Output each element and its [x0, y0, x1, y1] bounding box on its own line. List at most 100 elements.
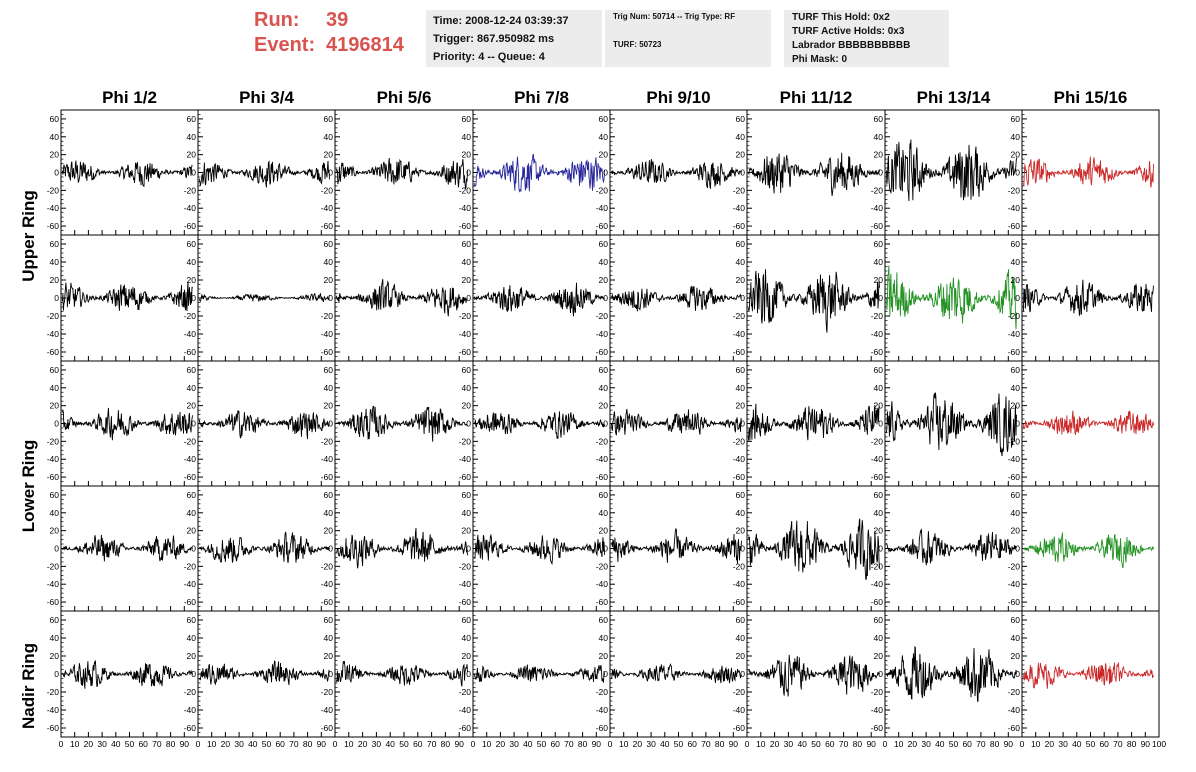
y-tick-label: 20: [599, 651, 609, 661]
x-tick-label: 50: [811, 739, 821, 749]
y-tick-label: -60: [871, 221, 884, 231]
y-tick-label: 40: [599, 508, 609, 518]
y-tick-label: 20: [462, 526, 472, 536]
y-tick-label: 60: [1011, 239, 1021, 249]
waveform-panel: 60 40 20 0 -20 -40 -60: [321, 360, 474, 487]
y-tick-label: -60: [1008, 221, 1021, 231]
x-tick-label: 40: [935, 739, 945, 749]
y-tick-label: 60: [462, 114, 472, 124]
run-label: Run:: [254, 9, 300, 31]
y-tick-label: -40: [871, 579, 884, 589]
y-tick-label: 60: [324, 114, 334, 124]
y-tick-label: 0: [191, 669, 196, 679]
x-tick-label: 0: [745, 739, 750, 749]
y-tick-label: 20: [736, 651, 746, 661]
y-tick-label: 40: [874, 132, 884, 142]
waveform-panel: 60 40 20 0 -20 -40 -60: [321, 109, 474, 236]
y-tick-label: -60: [184, 221, 197, 231]
x-tick-label: 10: [70, 739, 80, 749]
y-tick-label: 40: [50, 633, 60, 643]
y-tick-label: -40: [47, 579, 60, 589]
x-tick-label: 90: [180, 739, 190, 749]
waveform-panel: 60 40 20 0 -20 -40 -60: [733, 109, 886, 236]
waveform-trace: [473, 411, 605, 440]
waveform-trace: [885, 645, 1017, 702]
y-tick-label: -20: [596, 311, 609, 321]
waveform-panel: 60 40 20 0 -20 -40 -60: [596, 485, 748, 612]
y-tick-label: -40: [184, 579, 197, 589]
y-tick-label: 20: [1011, 526, 1021, 536]
y-tick-label: 60: [50, 114, 60, 124]
y-tick-label: 20: [736, 526, 746, 536]
y-tick-label: -40: [459, 454, 472, 464]
y-tick-label: -60: [47, 597, 60, 607]
y-tick-label: 60: [599, 490, 609, 500]
y-tick-label: 60: [874, 114, 884, 124]
waveform-trace: [473, 533, 605, 565]
y-tick-label: 20: [1011, 401, 1021, 411]
run-value: 39: [326, 9, 349, 31]
x-tick-label: 60: [687, 739, 697, 749]
waveform-panel: 60 40 20 0 -20 -40 -60: [47, 485, 199, 612]
x-tick-label: 60: [550, 739, 560, 749]
y-tick-label: -20: [871, 436, 884, 446]
waveform-trace: [198, 160, 330, 188]
y-tick-label: 60: [1011, 365, 1021, 375]
x-tick-label: 60: [1099, 739, 1109, 749]
y-tick-label: -60: [596, 347, 609, 357]
x-tick-label: 10: [756, 739, 766, 749]
x-tick-label: 60: [413, 739, 423, 749]
y-tick-label: -40: [596, 705, 609, 715]
x-tick-label: 90: [1141, 739, 1151, 749]
waveform-panel: 60 40 20 0 -20 -40 -60: [459, 234, 611, 362]
y-tick-label: 0: [740, 168, 745, 178]
y-tick-label: -20: [321, 311, 334, 321]
waveform-trace: [611, 527, 742, 564]
y-tick-label: 60: [599, 615, 609, 625]
y-tick-label: 60: [736, 365, 746, 375]
y-tick-label: 60: [874, 615, 884, 625]
y-tick-label: -40: [871, 454, 884, 464]
y-tick-label: 20: [50, 275, 60, 285]
y-tick-label: -60: [733, 723, 746, 733]
x-tick-label: 60: [962, 739, 972, 749]
y-tick-label: 60: [50, 239, 60, 249]
x-tick-label: 10: [1031, 739, 1041, 749]
y-tick-label: -60: [596, 221, 609, 231]
y-tick-label: 60: [599, 114, 609, 124]
y-tick-label: 20: [462, 651, 472, 661]
y-tick-label: -60: [733, 347, 746, 357]
waveform-trace: [61, 534, 193, 562]
event-row: Event: 4196814: [254, 33, 404, 58]
y-tick-label: -20: [47, 185, 60, 195]
y-tick-label: 60: [187, 239, 197, 249]
y-tick-label: 20: [736, 275, 746, 285]
y-tick-label: -60: [1008, 472, 1021, 482]
y-tick-label: 40: [462, 132, 472, 142]
y-tick-label: -60: [596, 472, 609, 482]
y-tick-label: -20: [321, 185, 334, 195]
y-tick-label: -20: [184, 561, 197, 571]
x-tick-label: 30: [1058, 739, 1068, 749]
x-tick-label: 60: [275, 739, 285, 749]
x-tick-label: 40: [111, 739, 121, 749]
x-tick-label: 50: [949, 739, 959, 749]
waveform-trace: [610, 285, 742, 312]
y-tick-label: 20: [50, 150, 60, 160]
y-tick-label: 0: [878, 168, 883, 178]
y-tick-label: -40: [184, 454, 197, 464]
trigger-text: Trigger: 867.950982 ms: [433, 33, 555, 45]
x-tick-label: 90: [592, 739, 602, 749]
turf-num-text: TURF: 50723: [613, 40, 662, 49]
y-tick-label: -20: [733, 561, 746, 571]
y-tick-label: 60: [1011, 615, 1021, 625]
x-tick-label: 40: [385, 739, 395, 749]
y-tick-label: 40: [324, 508, 334, 518]
y-tick-label: -40: [871, 329, 884, 339]
y-tick-label: 40: [187, 508, 197, 518]
y-tick-label: -20: [871, 561, 884, 571]
column-title: Phi 1/2: [102, 88, 157, 107]
y-tick-label: -40: [733, 579, 746, 589]
y-tick-label: 60: [324, 490, 334, 500]
